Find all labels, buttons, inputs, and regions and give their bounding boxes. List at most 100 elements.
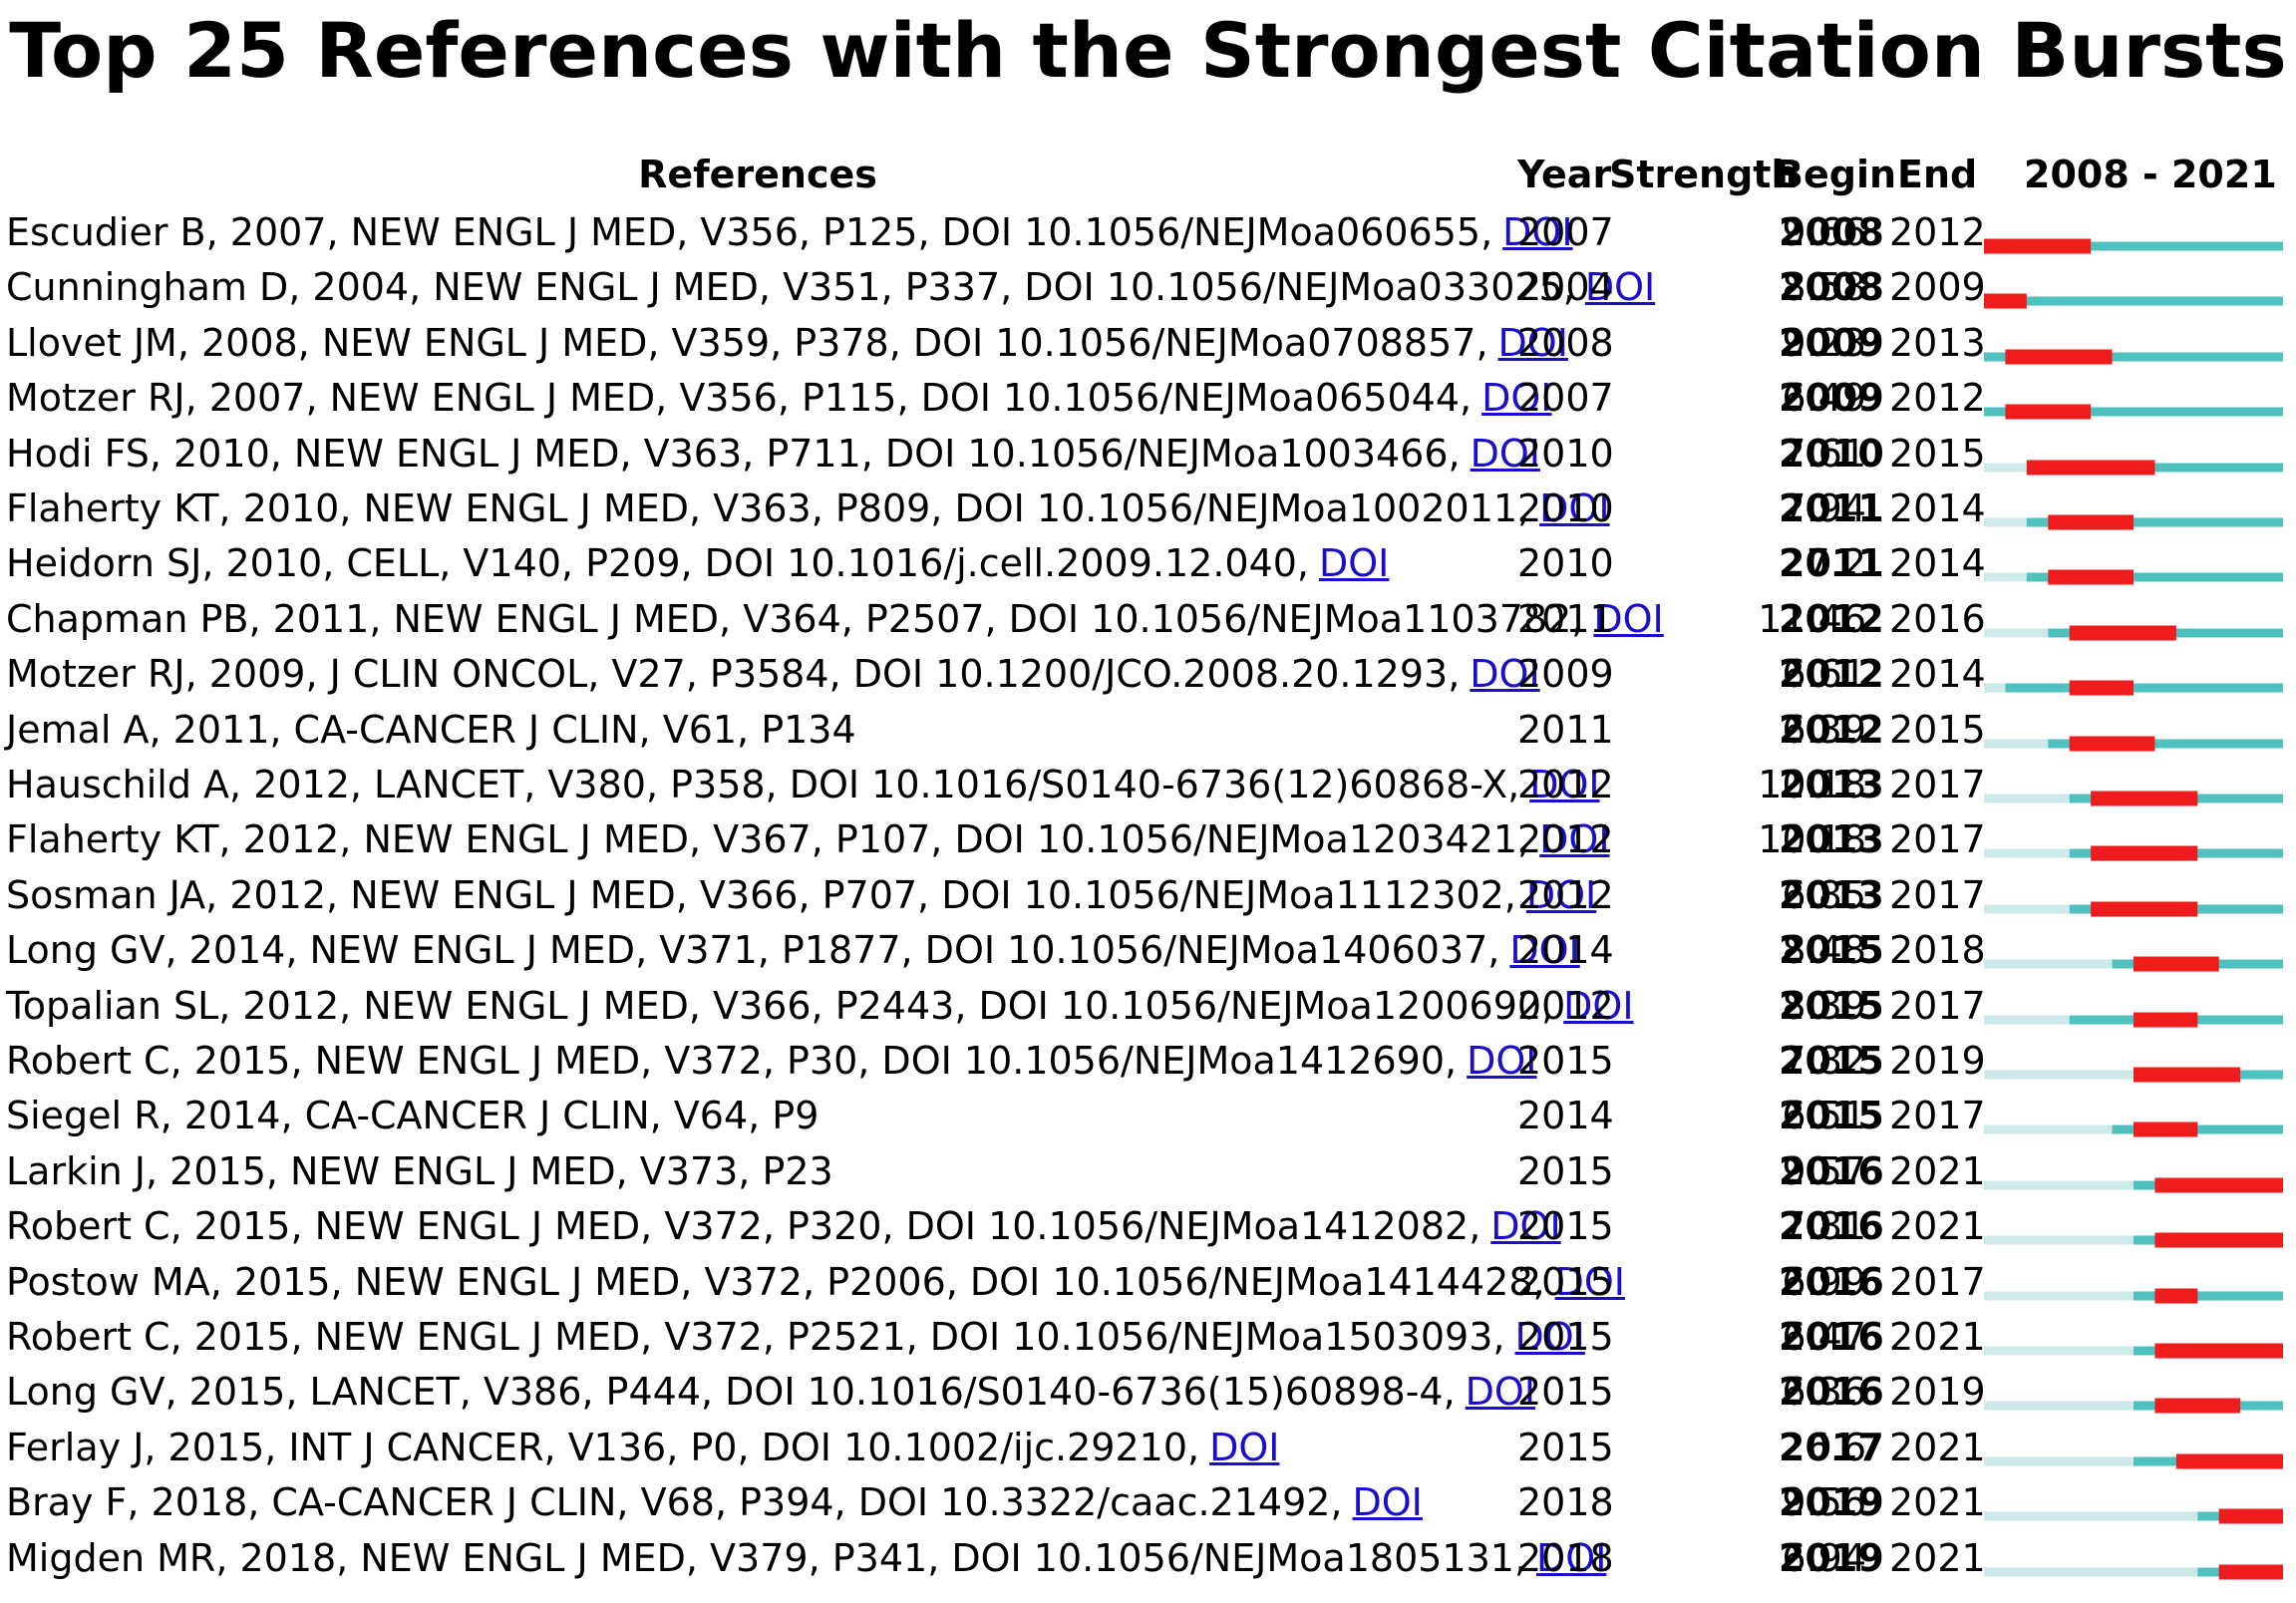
doi-link[interactable]: DOI [1529,763,1600,806]
reference-text: Sosman JA, 2012, NEW ENGL J MED, V366, P… [6,872,1516,917]
doi-link[interactable]: DOI [1514,1315,1585,1359]
burst-timeline [1984,1564,2283,1580]
begin-cell: 2013 [1779,872,1884,917]
doi-link[interactable]: DOI [1539,817,1610,862]
end-cell: 2014 [1889,541,1986,586]
burst-segment [2175,1453,2283,1469]
end-cell: 2014 [1889,652,1986,697]
strength-cell: 6.85 [1782,872,1866,917]
table-row: Ferlay J, 2015, INT J CANCER, V136, P0, … [0,1421,2296,1475]
inactive-segment [1984,1511,2198,1521]
doi-link[interactable]: DOI [1209,1425,1280,1469]
table-row: Robert C, 2015, NEW ENGL J MED, V372, P2… [0,1310,2296,1365]
inactive-segment [1984,1291,2133,1301]
burst-timeline [1984,1232,2283,1248]
end-cell: 2019 [1889,1370,1986,1415]
begin-cell: 2019 [1779,1480,1884,1525]
burst-segment [2048,569,2133,585]
reference-cell: Postow MA, 2015, NEW ENGL J MED, V372, P… [6,1255,1625,1310]
year-cell: 2015 [1517,1370,1614,1415]
table-row: Flaherty KT, 2010, NEW ENGL J MED, V363,… [0,481,2296,536]
reference-cell: Motzer RJ, 2007, NEW ENGL J MED, V356, P… [6,371,1552,426]
doi-link[interactable]: DOI [1554,1259,1625,1304]
burst-timeline [1984,349,2283,365]
doi-link[interactable]: DOI [1563,983,1634,1028]
doi-link[interactable]: DOI [1490,1204,1561,1249]
burst-timeline [1984,625,2283,641]
begin-cell: 2010 [1779,431,1884,476]
header-references: References [638,153,877,196]
doi-link[interactable]: DOI [1502,210,1573,254]
strength-cell: 9.23 [1782,320,1866,365]
doi-link[interactable]: DOI [1539,486,1610,530]
burst-timeline [1984,569,2283,585]
end-cell: 2017 [1889,817,1986,862]
end-cell: 2015 [1889,707,1986,752]
doi-link[interactable]: DOI [1525,872,1597,917]
begin-cell: 2008 [1779,210,1884,254]
inactive-segment [1984,1235,2133,1245]
end-cell: 2017 [1889,1094,1986,1138]
burst-segment [2154,1288,2198,1304]
burst-timeline [1984,1288,2283,1304]
doi-link[interactable]: DOI [1465,1370,1536,1415]
begin-cell: 2012 [1779,596,1884,641]
year-cell: 2014 [1517,928,1614,973]
year-cell: 2010 [1517,431,1614,476]
burst-segment [2133,1122,2198,1137]
doi-link[interactable]: DOI [1481,376,1552,421]
burst-segment [2091,845,2198,861]
doi-link[interactable]: DOI [1497,320,1568,365]
begin-cell: 2013 [1779,817,1884,862]
reference-text: Long GV, 2014, NEW ENGL J MED, V371, P18… [6,928,1500,973]
doi-link[interactable]: DOI [1584,265,1656,310]
burst-timeline [1984,1122,2283,1137]
end-cell: 2021 [1889,1148,1986,1193]
reference-text: Flaherty KT, 2010, NEW ENGL J MED, V363,… [6,486,1530,530]
doi-link[interactable]: DOI [1470,431,1540,476]
burst-segment [2133,1012,2198,1028]
doi-link[interactable]: DOI [1536,1535,1607,1580]
table-row: Hauschild A, 2012, LANCET, V380, P358, D… [0,758,2296,812]
doi-link[interactable]: DOI [1352,1480,1423,1525]
reference-text: Robert C, 2015, NEW ENGL J MED, V372, P3… [6,1204,1481,1249]
year-cell: 2011 [1517,596,1614,641]
doi-link[interactable]: DOI [1509,928,1580,973]
table-row: Cunningham D, 2004, NEW ENGL J MED, V351… [0,260,2296,315]
strength-cell: 6.61 [1782,652,1866,697]
end-cell: 2021 [1889,1204,1986,1249]
burst-segment [2091,901,2198,917]
burst-timeline [1984,1453,2283,1469]
table-row: Larkin J, 2015, NEW ENGL J MED, V373, P2… [0,1144,2296,1199]
burst-timeline [1984,1508,2283,1524]
year-cell: 2010 [1517,486,1614,530]
table-row: Sosman JA, 2012, NEW ENGL J MED, V366, P… [0,868,2296,923]
strength-cell: 8.48 [1782,928,1866,973]
doi-link[interactable]: DOI [1593,596,1664,641]
active-segment [1984,352,2283,362]
end-cell: 2017 [1889,1259,1986,1304]
year-cell: 2010 [1517,541,1614,586]
reference-text: Hauschild A, 2012, LANCET, V380, P358, D… [6,763,1520,806]
year-cell: 2007 [1517,210,1614,254]
doi-link[interactable]: DOI [1319,541,1390,586]
year-cell: 2015 [1517,1148,1614,1193]
burst-segment [2005,349,2113,365]
doi-link[interactable]: DOI [1467,1039,1537,1083]
doi-link[interactable]: DOI [1470,652,1540,697]
burst-timeline [1984,293,2283,309]
active-segment [2026,517,2283,527]
reference-cell: Robert C, 2015, NEW ENGL J MED, V372, P3… [6,1034,1537,1089]
strength-cell: 7.94 [1782,486,1866,530]
burst-segment [2218,1508,2283,1524]
burst-segment [2069,625,2176,641]
strength-cell: 7.61 [1782,431,1866,476]
strength-cell: 7.81 [1782,1204,1866,1249]
burst-timeline [1984,238,2283,254]
end-cell: 2021 [1889,1425,1986,1469]
inactive-segment [1984,683,2006,693]
reference-text: Hodi FS, 2010, NEW ENGL J MED, V363, P71… [6,431,1461,476]
table-row: Migden MR, 2018, NEW ENGL J MED, V379, P… [0,1531,2296,1586]
active-segment [2048,739,2283,749]
reference-text: Chapman PB, 2011, NEW ENGL J MED, V364, … [6,596,1584,641]
